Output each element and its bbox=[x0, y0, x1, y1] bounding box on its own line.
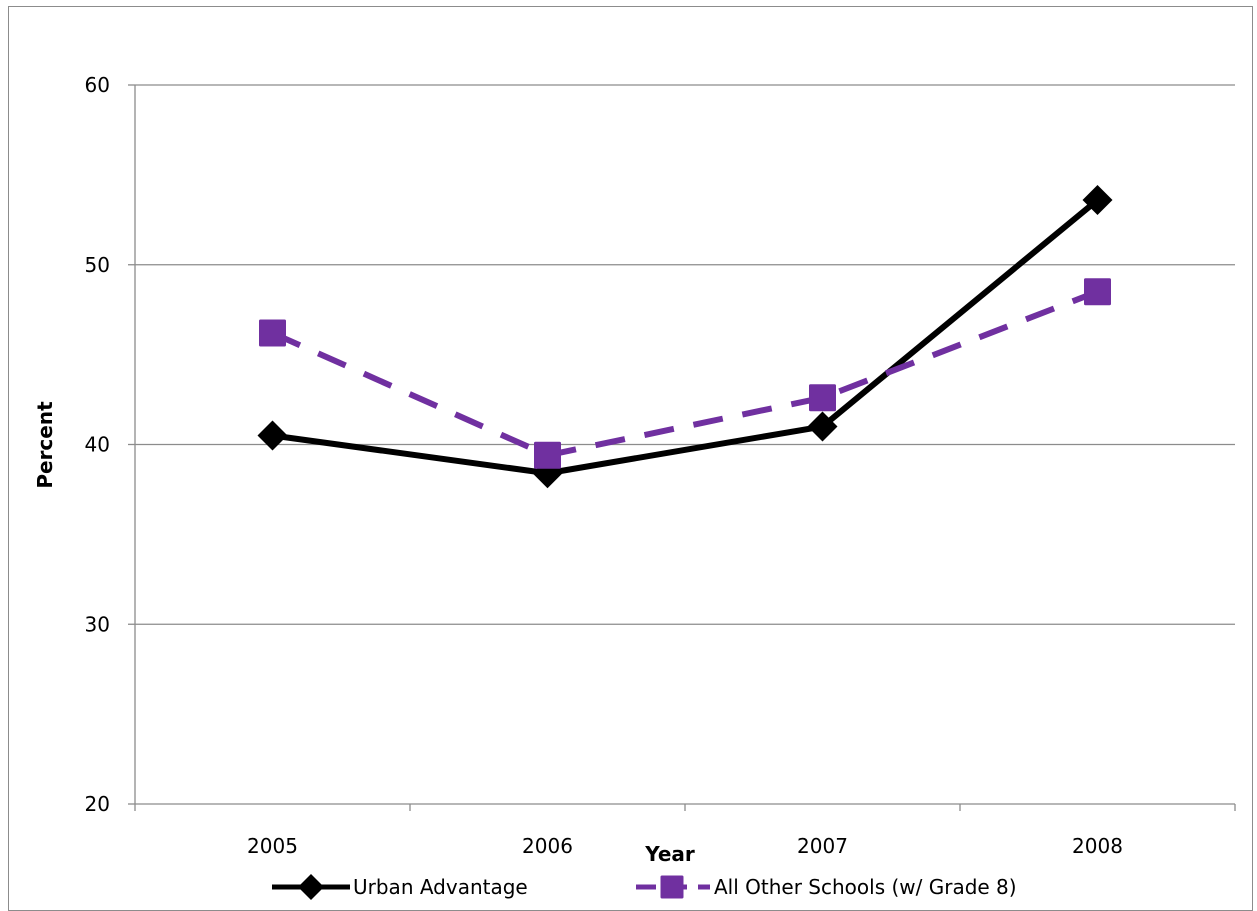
y-tick-label-40: 40 bbox=[85, 433, 110, 457]
legend-item-all-other-schools: All Other Schools (w/ Grade 8) bbox=[636, 875, 1017, 899]
legend-marker-square bbox=[660, 875, 684, 899]
series-line-all-other-schools-w-grade-8 bbox=[271, 288, 1099, 459]
x-axis-title: Year bbox=[644, 842, 695, 866]
axes bbox=[128, 84, 1236, 811]
data-point-all-other-schools-w-grade-8-2006 bbox=[534, 441, 561, 469]
x-tick-labels: 2005 2006 2007 2008 bbox=[247, 834, 1123, 858]
x-tick-label-2005: 2005 bbox=[247, 834, 298, 858]
gridlines bbox=[135, 84, 1235, 625]
y-tick-labels: 20 30 40 50 60 bbox=[85, 73, 110, 816]
series-layer bbox=[257, 185, 1113, 489]
y-tick-label-20: 20 bbox=[85, 792, 110, 816]
x-tick-label-2008: 2008 bbox=[1072, 834, 1123, 858]
y-tick-label-60: 60 bbox=[85, 73, 110, 97]
series-line-urban-advantage bbox=[272, 197, 1100, 477]
legend-label-all-other-schools: All Other Schools (w/ Grade 8) bbox=[714, 875, 1017, 899]
x-tick-label-2006: 2006 bbox=[522, 834, 573, 858]
y-axis-title: Percent bbox=[33, 401, 57, 489]
x-tick-label-2007: 2007 bbox=[797, 834, 848, 858]
legend-item-urban-advantage: Urban Advantage bbox=[272, 874, 528, 900]
data-point-all-other-schools-w-grade-8-2008 bbox=[1084, 278, 1111, 306]
data-point-urban-advantage-2008 bbox=[1082, 185, 1113, 216]
legend-marker-diamond bbox=[298, 874, 324, 900]
series-urban-advantage bbox=[257, 185, 1113, 489]
y-tick-label-50: 50 bbox=[85, 253, 110, 277]
data-point-all-other-schools-w-grade-8-2005 bbox=[259, 319, 286, 347]
y-tick-label-30: 30 bbox=[85, 612, 110, 636]
legend: Urban Advantage All Other Schools (w/ Gr… bbox=[272, 874, 1017, 900]
series-all-other-schools-w-grade-8 bbox=[259, 278, 1111, 469]
data-point-urban-advantage-2005 bbox=[257, 420, 288, 451]
legend-label-urban-advantage: Urban Advantage bbox=[353, 875, 528, 899]
data-point-urban-advantage-2007 bbox=[807, 411, 838, 442]
data-point-all-other-schools-w-grade-8-2007 bbox=[809, 384, 836, 412]
